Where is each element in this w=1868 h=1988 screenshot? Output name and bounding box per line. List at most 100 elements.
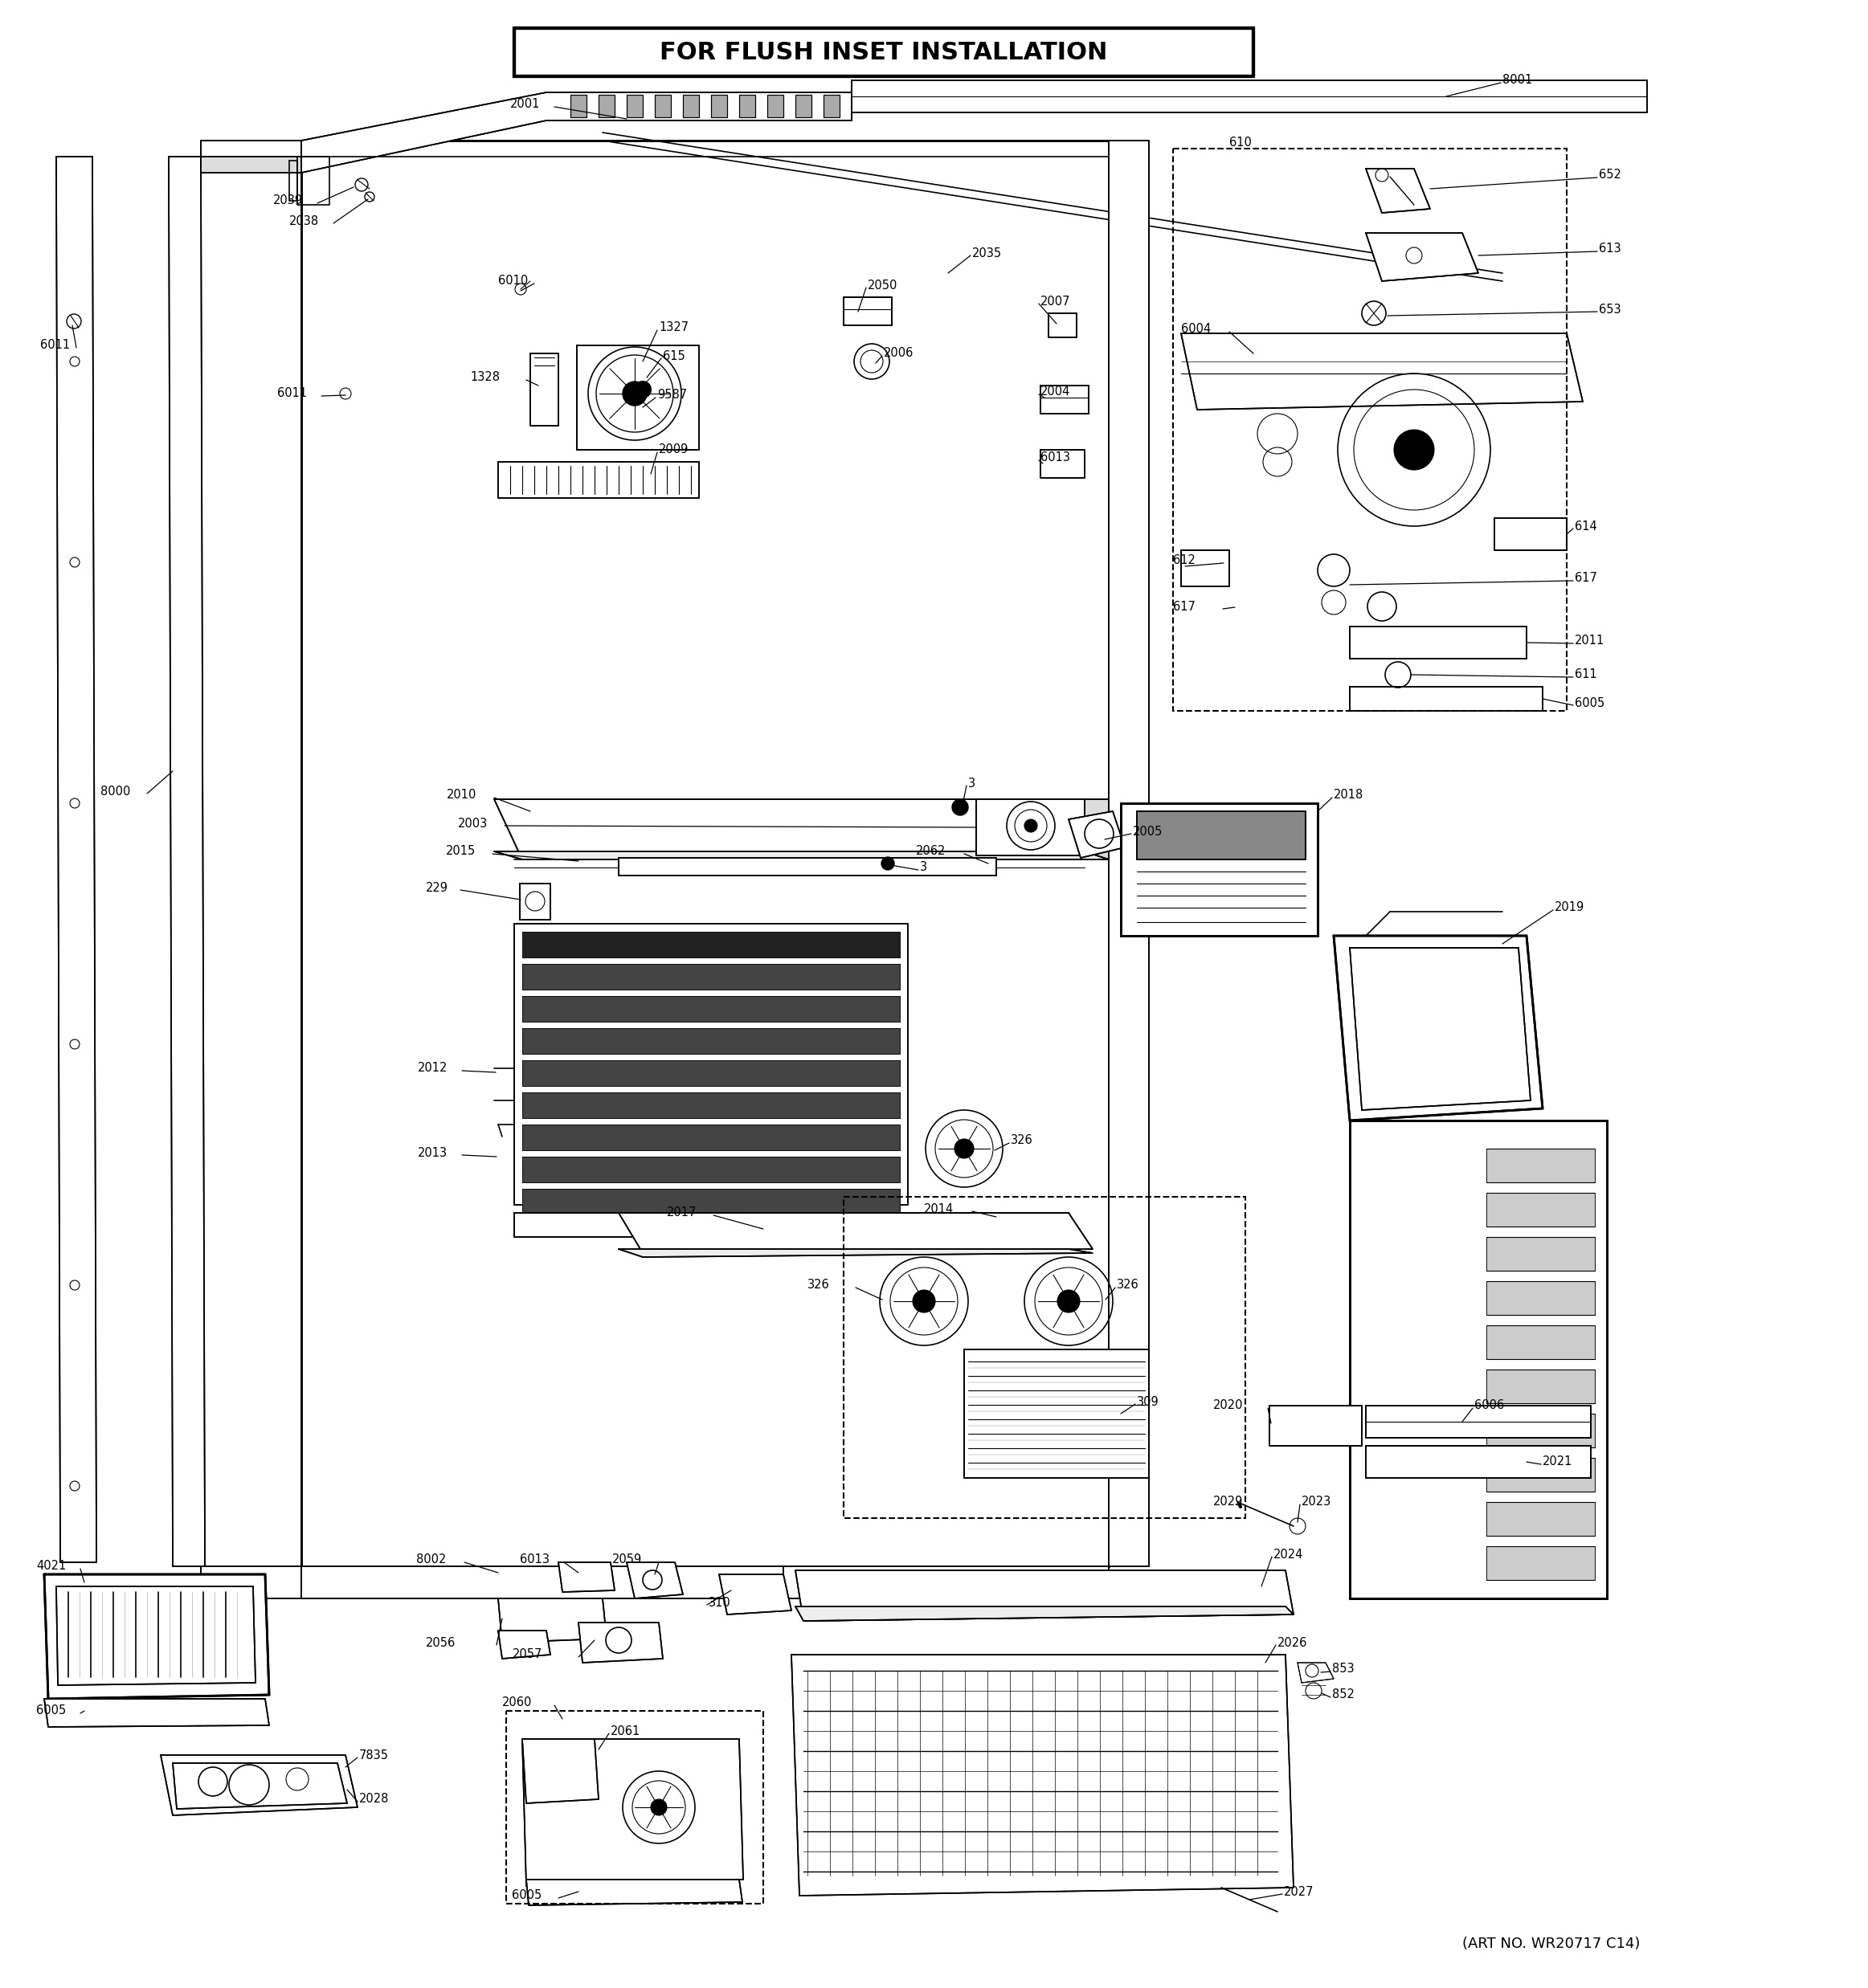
- Text: 2003: 2003: [458, 817, 488, 829]
- Polygon shape: [796, 1571, 1293, 1620]
- Polygon shape: [598, 95, 615, 117]
- Polygon shape: [740, 95, 755, 117]
- Polygon shape: [1181, 551, 1229, 586]
- Polygon shape: [1487, 1149, 1595, 1183]
- Polygon shape: [523, 932, 900, 958]
- Polygon shape: [45, 1700, 269, 1728]
- Circle shape: [913, 1290, 936, 1312]
- Text: 3: 3: [968, 777, 975, 789]
- Polygon shape: [1351, 626, 1526, 658]
- Text: 617: 617: [1173, 600, 1196, 612]
- Text: 2009: 2009: [659, 443, 689, 455]
- Text: 6005: 6005: [1575, 698, 1605, 710]
- Polygon shape: [519, 883, 551, 920]
- Text: 7835: 7835: [359, 1749, 389, 1761]
- Polygon shape: [523, 1740, 743, 1887]
- Polygon shape: [618, 1248, 1093, 1256]
- Polygon shape: [495, 851, 1110, 859]
- Polygon shape: [1351, 686, 1543, 712]
- Polygon shape: [1040, 449, 1085, 477]
- Polygon shape: [301, 141, 1110, 1567]
- Polygon shape: [1351, 948, 1530, 1109]
- Polygon shape: [1487, 1503, 1595, 1537]
- Polygon shape: [1138, 811, 1306, 859]
- Polygon shape: [1048, 314, 1076, 338]
- Text: 610: 610: [1229, 137, 1252, 149]
- Text: 4021: 4021: [35, 1561, 65, 1573]
- Polygon shape: [1366, 1445, 1592, 1477]
- Text: 2020: 2020: [1212, 1400, 1244, 1411]
- Text: 2004: 2004: [1040, 386, 1070, 398]
- Text: 2013: 2013: [418, 1147, 448, 1159]
- Polygon shape: [1366, 1406, 1592, 1437]
- Text: (ART NO. WR20717 C14): (ART NO. WR20717 C14): [1463, 1936, 1640, 1950]
- Polygon shape: [523, 1189, 900, 1215]
- Text: 2056: 2056: [426, 1636, 456, 1648]
- Polygon shape: [844, 296, 891, 326]
- Polygon shape: [531, 354, 559, 425]
- Text: 6006: 6006: [1474, 1400, 1504, 1411]
- Text: 615: 615: [663, 350, 686, 362]
- Polygon shape: [1487, 1413, 1595, 1447]
- Circle shape: [953, 799, 968, 815]
- Polygon shape: [579, 1622, 663, 1662]
- Polygon shape: [202, 141, 301, 173]
- Text: 2021: 2021: [1543, 1455, 1573, 1467]
- Circle shape: [1057, 1290, 1080, 1312]
- Text: 2060: 2060: [502, 1698, 532, 1710]
- Polygon shape: [499, 1630, 551, 1658]
- Polygon shape: [618, 859, 996, 875]
- Bar: [1173, 149, 1567, 712]
- Text: 6013: 6013: [519, 1555, 549, 1567]
- Text: 229: 229: [426, 881, 448, 893]
- Polygon shape: [852, 80, 1648, 113]
- Polygon shape: [514, 28, 1253, 76]
- Polygon shape: [1487, 1193, 1595, 1227]
- Polygon shape: [1040, 386, 1089, 414]
- Polygon shape: [1351, 1121, 1606, 1598]
- Text: 6005: 6005: [512, 1891, 542, 1903]
- Text: 6005: 6005: [35, 1706, 65, 1718]
- Polygon shape: [1181, 334, 1582, 410]
- Polygon shape: [977, 799, 1085, 855]
- Text: 613: 613: [1599, 243, 1621, 254]
- Text: 6011: 6011: [276, 388, 306, 400]
- Polygon shape: [527, 1879, 742, 1905]
- Polygon shape: [523, 964, 900, 990]
- Circle shape: [882, 857, 895, 871]
- Polygon shape: [523, 996, 900, 1022]
- Polygon shape: [792, 1654, 1293, 1897]
- Polygon shape: [1487, 1237, 1595, 1270]
- Text: 2014: 2014: [925, 1203, 955, 1215]
- Polygon shape: [172, 1763, 347, 1809]
- Text: 2017: 2017: [667, 1207, 697, 1219]
- Text: 2023: 2023: [1302, 1497, 1332, 1509]
- Polygon shape: [1298, 1662, 1334, 1682]
- Text: 2028: 2028: [359, 1793, 389, 1805]
- Polygon shape: [514, 924, 908, 1205]
- Polygon shape: [523, 1060, 900, 1085]
- Text: 9587: 9587: [658, 390, 687, 402]
- Text: 2061: 2061: [611, 1726, 641, 1738]
- Polygon shape: [1068, 811, 1125, 859]
- Polygon shape: [570, 95, 587, 117]
- Text: 326: 326: [1011, 1135, 1033, 1147]
- Text: 652: 652: [1599, 169, 1621, 181]
- Text: 2039: 2039: [273, 195, 303, 207]
- Polygon shape: [202, 157, 301, 173]
- Polygon shape: [499, 461, 699, 499]
- Text: 2005: 2005: [1132, 825, 1164, 837]
- Text: 2006: 2006: [884, 348, 913, 360]
- Polygon shape: [796, 1606, 1293, 1620]
- Polygon shape: [523, 1028, 900, 1054]
- Polygon shape: [559, 1563, 615, 1592]
- Text: 653: 653: [1599, 304, 1621, 316]
- Polygon shape: [523, 1157, 900, 1183]
- Text: 326: 326: [1117, 1278, 1139, 1290]
- Polygon shape: [161, 1755, 357, 1815]
- Text: 2007: 2007: [1040, 294, 1070, 308]
- Polygon shape: [577, 346, 699, 449]
- Circle shape: [1024, 819, 1037, 833]
- Text: 6011: 6011: [41, 340, 69, 352]
- Polygon shape: [1334, 936, 1543, 1121]
